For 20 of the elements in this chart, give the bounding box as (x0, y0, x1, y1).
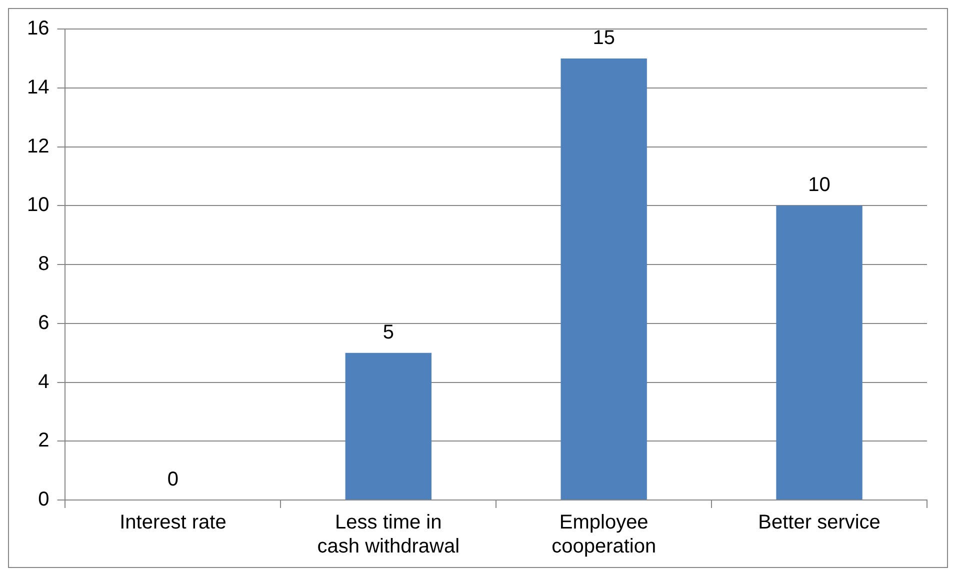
x-tick-label: Less time in cash withdrawal (317, 512, 460, 558)
x-tick-label: Employee cooperation (552, 512, 656, 558)
bar (560, 58, 647, 500)
y-tick-label: 4 (38, 370, 50, 393)
x-tick-label: Interest rate (120, 512, 226, 534)
y-tick-label: 16 (26, 18, 50, 40)
y-tick-label: 8 (38, 253, 50, 276)
x-tick-label: Better service (758, 512, 880, 534)
y-tick-label: 2 (38, 430, 50, 452)
y-tick-label: 12 (26, 135, 50, 158)
data-label: 10 (808, 174, 830, 196)
y-tick-label: 14 (26, 76, 50, 98)
bar (345, 352, 432, 500)
y-tick-label: 0 (38, 488, 50, 511)
bar (776, 206, 862, 500)
y-tick-label: 10 (26, 194, 50, 216)
data-label: 0 (167, 468, 179, 491)
y-tick-label: 6 (38, 312, 50, 334)
data-label: 5 (382, 321, 394, 344)
data-label: 15 (592, 26, 615, 49)
